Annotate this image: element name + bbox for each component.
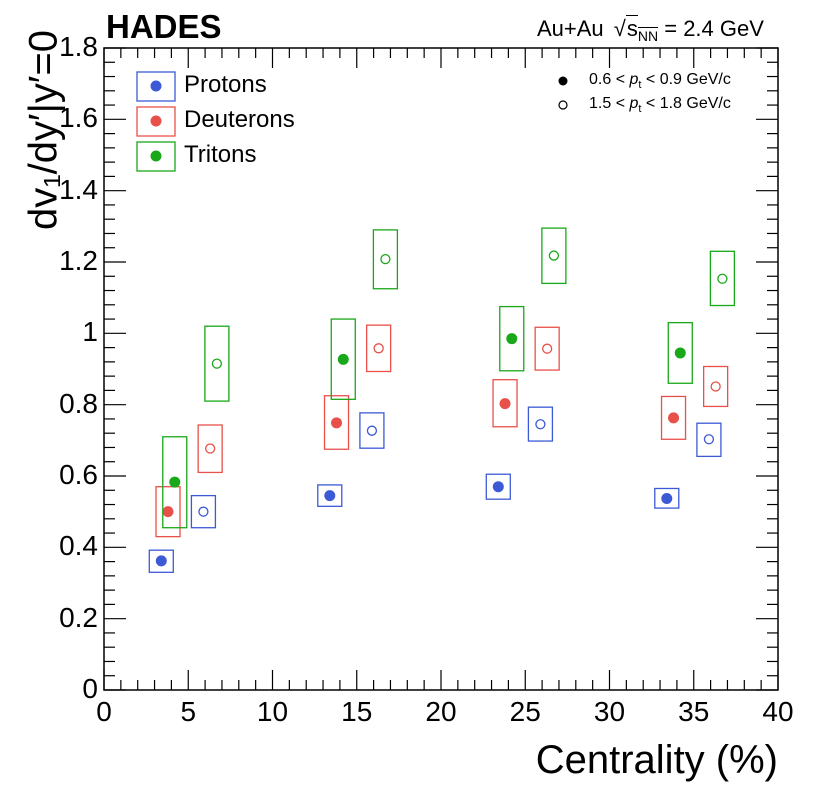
x-tick-label: 40 [762, 696, 794, 727]
protons-filled-point [492, 481, 504, 493]
legend-protons-box [136, 71, 176, 102]
protons-open-point [198, 506, 209, 517]
sqrt-sub: NN [637, 27, 659, 44]
tritons-filled-sys-box [330, 318, 356, 400]
legend-tritons-box [136, 141, 176, 172]
x-tick-label: 20 [425, 696, 457, 727]
tritons-filled-point [674, 347, 686, 359]
deuterons-filled-point [668, 412, 680, 424]
y-tick-label: 0.2 [59, 601, 98, 633]
x-tick-label: 30 [593, 696, 626, 727]
deuterons-open-point [542, 343, 553, 354]
x-tick-label: 25 [509, 696, 541, 727]
y-tick-label: 1.6 [59, 102, 98, 134]
protons-open-point [535, 419, 546, 430]
legend-protons-label: Protons [184, 71, 267, 98]
legend-pt-sub: t [638, 103, 642, 116]
tritons-open-sys-box [709, 250, 736, 307]
tritons-open-sys-box [372, 229, 399, 290]
deuterons-filled-sys-box [492, 379, 518, 428]
legend-pt-pre: 0.6 < [589, 71, 630, 88]
sqrt-sign: √ [613, 16, 626, 41]
legend-pt-label: 0.6 < pt < 0.9 GeV/c [589, 71, 731, 91]
protons-open-sys-box [190, 494, 217, 529]
protons-open-sys-box [359, 412, 385, 449]
protons-open-sys-box [696, 422, 722, 458]
tritons-open-point [380, 253, 391, 265]
deuterons-open-sys-box [703, 365, 729, 408]
tritons-filled-sys-box [667, 321, 693, 384]
legend-pt-var: p [629, 71, 639, 88]
protons-filled-point [324, 490, 336, 502]
protons-filled-sys-box [485, 473, 511, 500]
deuterons-open-point [373, 343, 384, 354]
protons-open-point [703, 434, 715, 445]
x-tick-label: 15 [341, 696, 373, 727]
protons-filled-sys-box [654, 487, 680, 509]
y-tick-label: 1.2 [59, 245, 98, 276]
deuterons-filled-sys-box [323, 395, 350, 450]
protons-filled-point [661, 492, 673, 504]
tritons-filled-sys-box [499, 305, 525, 372]
y-tick-label: 1 [82, 316, 98, 348]
legend-pt-sub: t [638, 79, 642, 92]
deuterons-open-sys-box [366, 324, 392, 373]
tritons-filled-point [337, 353, 349, 365]
tritons-open-sys-box [541, 227, 567, 285]
tritons-filled-point [169, 476, 181, 488]
tritons-filled-point [506, 333, 518, 345]
legend-pt-var: p [629, 95, 639, 112]
x-tick-label: 0 [96, 696, 112, 727]
tritons-filled-sys-box [162, 436, 188, 529]
legend-deuterons-box [136, 106, 176, 137]
tritons-open-point [717, 273, 728, 284]
deuterons-open-point [205, 443, 216, 454]
legend-pt-pre: 1.5 < [589, 95, 630, 112]
tritons-open-point [211, 358, 223, 369]
energy-label: Au+Au √sNN = 2.4 GeV [537, 15, 764, 44]
tritons-open-point [548, 250, 560, 261]
x-axis-title: Centrality (%) [535, 738, 778, 782]
deuterons-filled-sys-box [660, 395, 687, 440]
tritons-open-sys-box [204, 325, 230, 402]
x-tick-label: 5 [180, 696, 197, 727]
deuterons-filled-point [331, 417, 343, 429]
deuterons-filled-point [162, 506, 174, 518]
deuterons-filled-point [499, 398, 511, 410]
energy-value: = 2.4 GeV [664, 16, 764, 41]
y-tick-label: 0.8 [59, 387, 98, 419]
y-tick-label: 0 [82, 673, 98, 704]
deuterons-open-point [710, 381, 721, 392]
y-tick-label: 0.6 [59, 459, 98, 490]
collision-label: Au+Au [537, 16, 604, 41]
x-tick-label: 35 [678, 696, 710, 727]
legend-tritons-label: Tritons [184, 141, 257, 168]
legend-pt-filled-marker [558, 76, 568, 86]
y-tick-label: 1.4 [59, 173, 98, 205]
deuterons-open-sys-box [534, 326, 560, 371]
legend-pt-label: 1.5 < pt < 1.8 GeV/c [589, 95, 731, 115]
y-tick-label: 0.4 [59, 530, 98, 562]
chart-title: HADES [106, 8, 222, 45]
sqrt-s: s [625, 15, 638, 41]
deuterons-filled-sys-box [155, 486, 181, 538]
legend-deuterons-label: Deuterons [184, 106, 295, 133]
x-tick-label: 10 [256, 696, 289, 727]
deuterons-open-sys-box [197, 424, 223, 474]
protons-filled-point [155, 555, 167, 567]
legend-deuterons-marker [150, 115, 162, 127]
protons-open-point [366, 425, 378, 436]
protons-filled-sys-box [148, 549, 174, 573]
legend-pt-post: < 1.8 GeV/c [641, 95, 731, 112]
legend-pt-post: < 0.9 GeV/c [641, 71, 731, 88]
legend-protons-marker [150, 80, 162, 92]
y-tick-label: 1.8 [59, 31, 98, 62]
legend-pt-open-marker [558, 100, 568, 110]
protons-filled-sys-box [317, 484, 343, 507]
protons-open-sys-box [527, 406, 554, 442]
legend-tritons-marker [150, 150, 162, 162]
